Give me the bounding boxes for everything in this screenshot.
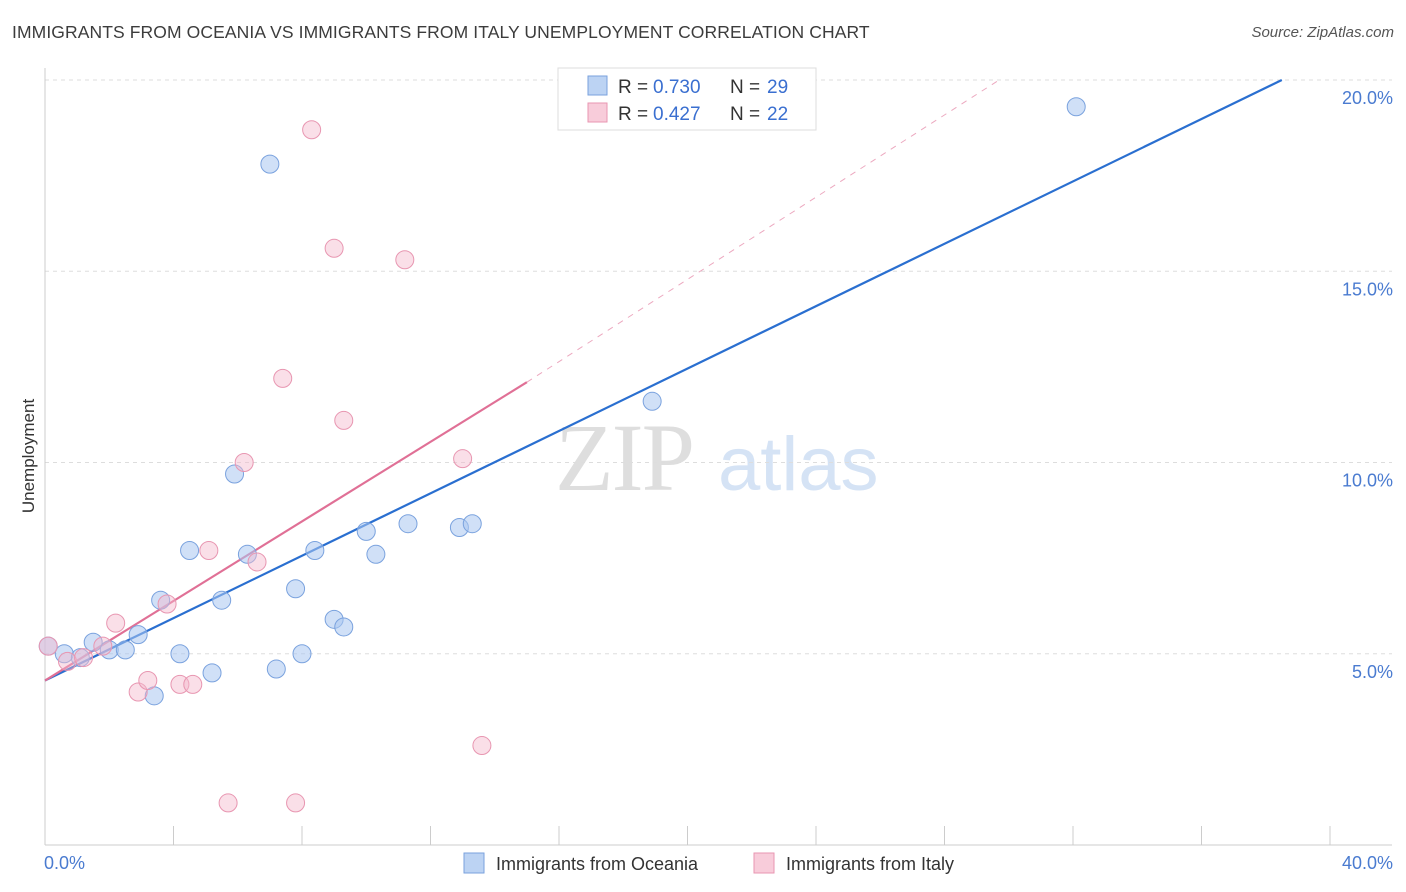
trend-line-series-1 [44, 381, 528, 682]
point-series-1-20 [453, 449, 473, 469]
bottom-legend-label-oceania: Immigrants from Oceania [496, 854, 699, 874]
point-series-1-13 [247, 552, 267, 572]
point-series-0-6 [128, 625, 148, 645]
y-axis-title: Unemployment [19, 399, 38, 514]
y-tick-label-2: 15.0% [1342, 279, 1393, 299]
point-series-1-16 [302, 120, 322, 140]
trend-line-series-0 [44, 79, 1283, 682]
point-series-1-21 [472, 736, 492, 756]
trend-extension-series-1 [526, 79, 1000, 383]
legend-r-label-italy: R = [618, 104, 648, 125]
legend-r-value-italy: 0.427 [653, 104, 701, 125]
point-series-0-16 [266, 659, 286, 679]
point-series-1-0 [38, 636, 58, 656]
bottom-legend-swatch-oceania [463, 852, 485, 874]
point-series-0-5 [115, 640, 135, 660]
correlation-legend: R = 0.730 N = 29 R = 0.427 N = 22 [557, 67, 817, 131]
point-series-1-18 [334, 410, 354, 430]
point-series-0-9 [170, 644, 190, 664]
point-series-1-11 [218, 793, 238, 813]
point-series-1-3 [93, 636, 113, 656]
legend-n-value-italy: 22 [767, 104, 788, 125]
legend-n-label-oceania: N = [730, 77, 760, 98]
legend-swatch-italy [587, 102, 608, 123]
legend-r-value-oceania: 0.730 [653, 77, 701, 98]
data-points [38, 97, 1086, 813]
point-series-0-23 [366, 544, 386, 564]
point-series-1-19 [395, 250, 415, 270]
point-series-1-15 [286, 793, 306, 813]
point-series-0-22 [356, 521, 376, 541]
point-series-0-28 [1066, 97, 1086, 117]
chart-title: IMMIGRANTS FROM OCEANIA VS IMMIGRANTS FR… [12, 22, 870, 42]
y-tick-label-1: 10.0% [1342, 471, 1393, 491]
point-series-0-27 [642, 391, 662, 411]
point-series-1-2 [74, 648, 94, 668]
point-series-1-17 [324, 238, 344, 258]
x-tick-label-1: 40.0% [1342, 853, 1393, 873]
series-legend: Immigrants from Oceania Immigrants from … [463, 852, 954, 874]
y-tick-label-0: 5.0% [1352, 662, 1393, 682]
legend-r-label-oceania: R = [618, 77, 648, 98]
trend-lines [44, 79, 1283, 682]
point-series-0-3 [83, 632, 103, 652]
legend-n-label-italy: N = [730, 104, 760, 125]
source-label: Source: ZipAtlas.com [1251, 24, 1394, 41]
point-series-0-26 [462, 514, 482, 534]
point-series-0-17 [286, 579, 306, 599]
point-series-0-14 [237, 544, 257, 564]
point-series-1-12 [234, 453, 254, 472]
grid-lines [45, 79, 1392, 655]
bottom-legend-swatch-italy [753, 852, 775, 874]
point-series-0-10 [180, 540, 200, 560]
legend-n-value-oceania: 29 [767, 77, 788, 98]
tick-labels: 5.0% 10.0% 15.0% 20.0% 0.0% 40.0% [44, 88, 1393, 873]
watermark-zip: ZIP [555, 404, 693, 511]
point-series-0-15 [260, 154, 280, 174]
point-series-0-21 [334, 617, 354, 637]
legend-swatch-oceania [587, 75, 608, 96]
point-series-1-1 [57, 651, 77, 671]
point-series-1-6 [138, 671, 158, 691]
point-series-1-4 [106, 613, 126, 633]
bottom-legend-label-italy: Immigrants from Italy [786, 854, 954, 874]
axes [44, 68, 1392, 846]
point-series-0-18 [292, 644, 312, 664]
point-series-1-14 [273, 368, 293, 388]
point-series-0-24 [398, 514, 418, 534]
point-series-0-19 [305, 540, 325, 560]
point-series-0-12 [212, 590, 232, 610]
point-series-1-7 [157, 594, 177, 614]
point-series-1-9 [183, 674, 203, 694]
x-tick-label-0: 0.0% [44, 853, 85, 873]
point-series-0-11 [202, 663, 222, 683]
y-tick-label-3: 20.0% [1342, 88, 1393, 108]
point-series-1-10 [199, 540, 219, 560]
watermark-atlas: atlas [718, 422, 879, 507]
